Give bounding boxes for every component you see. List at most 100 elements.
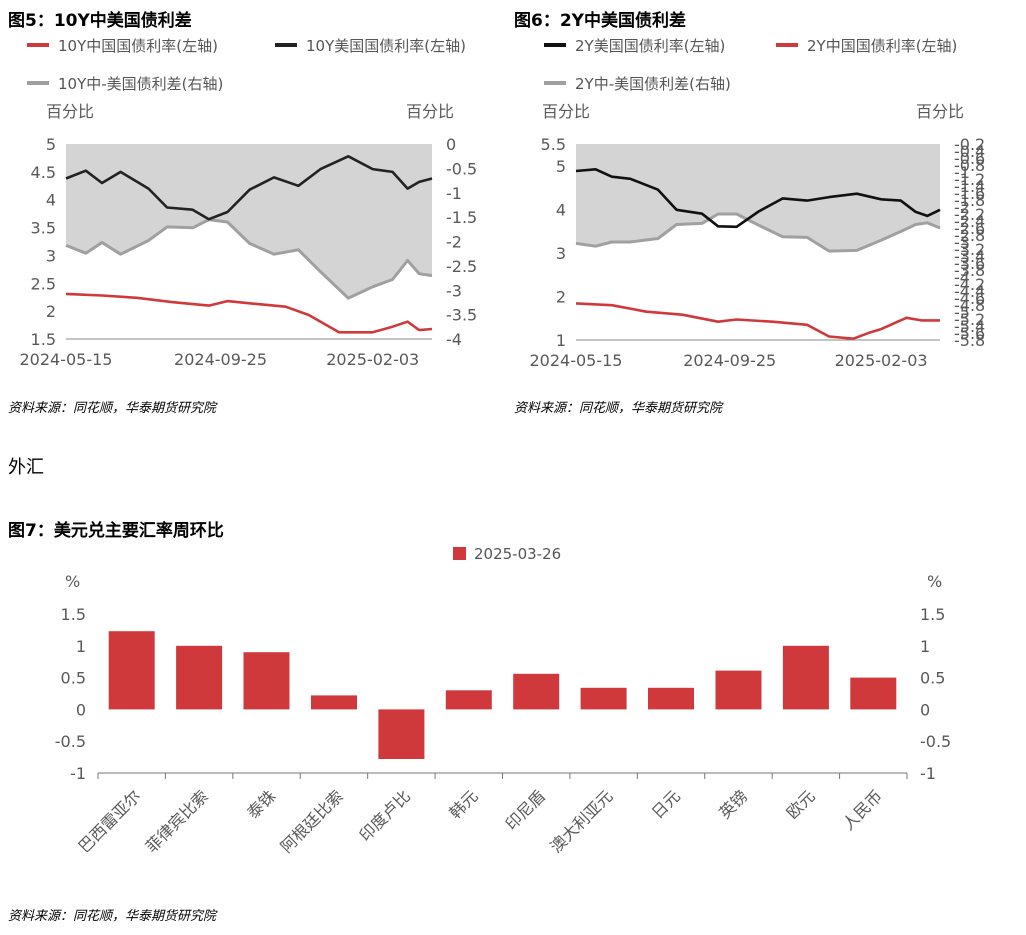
legend-label-us10y: 10Y美国国债利率(左轴) bbox=[306, 37, 466, 55]
c7-left-tick: 1 bbox=[76, 637, 86, 656]
c5-right-tick: -0.5 bbox=[446, 159, 477, 178]
c6-left-tick: 2 bbox=[556, 287, 566, 306]
c6-right-tick: -4.4 bbox=[954, 282, 985, 301]
legend-swatch-spread2y bbox=[544, 81, 566, 85]
c7-right-tick: 1 bbox=[920, 637, 930, 656]
legend-swatch-cn10y bbox=[27, 43, 49, 47]
chart7-category-ticks bbox=[97, 773, 908, 779]
category-label: 巴西雷亚尔 bbox=[75, 786, 145, 856]
c6-right-tick: -3 bbox=[954, 233, 970, 252]
c7-right-tick: -0.5 bbox=[920, 732, 951, 751]
c6-right-tick: -0.2 bbox=[954, 135, 985, 154]
bar-11 bbox=[850, 677, 897, 710]
chart5-title: 图5：10Y中美国债利差 bbox=[8, 10, 192, 31]
c7-right-tick: 1.5 bbox=[920, 605, 945, 624]
c6-right-tick: -1.8 bbox=[954, 191, 985, 210]
c5-right-tick: -1 bbox=[446, 184, 462, 203]
chart6-spread-area bbox=[575, 144, 941, 253]
bar-4 bbox=[378, 709, 425, 759]
chart7-title: 图7：美元兑主要汇率周环比 bbox=[8, 520, 224, 541]
c6-right-tick: -4.2 bbox=[954, 275, 985, 294]
c6-right-tick: -5 bbox=[954, 303, 970, 322]
c6-left-tick: 1 bbox=[556, 331, 566, 350]
chart5: 图5：10Y中美国债利差 10Y中国国债利率(左轴) 10Y美国国债利率(左轴)… bbox=[8, 10, 477, 416]
c5-left-tick: 3 bbox=[46, 246, 56, 265]
chart5-source: 资料来源：同花顺，华泰期货研究院 bbox=[8, 400, 218, 416]
c6-left-tick: 5 bbox=[556, 157, 566, 176]
c6-right-tick: -5.8 bbox=[954, 331, 985, 350]
bar-2 bbox=[243, 652, 290, 710]
legend-label-cn10y: 10Y中国国债利率(左轴) bbox=[58, 37, 218, 55]
bar-5 bbox=[445, 690, 492, 710]
c5-left-tick: 2.5 bbox=[31, 274, 56, 293]
c5-x-tick: 2025-02-03 bbox=[326, 350, 419, 369]
c6-right-tick: -5.6 bbox=[954, 324, 985, 343]
chart7-bars bbox=[108, 631, 897, 759]
category-label: 泰铢 bbox=[243, 786, 279, 822]
c5-series-line-2 bbox=[65, 218, 433, 300]
chart6-left-unit: 百分比 bbox=[542, 102, 590, 121]
c6-series-line-1 bbox=[575, 302, 940, 341]
c5-left-tick: 5 bbox=[46, 135, 56, 154]
c5-right-tick: -4 bbox=[446, 330, 462, 349]
c5-right-tick: 0 bbox=[446, 135, 456, 154]
c6-right-tick: -5.4 bbox=[954, 317, 985, 336]
c7-right-tick: -1 bbox=[920, 764, 936, 783]
c5-right-tick: -3.5 bbox=[446, 306, 477, 325]
c5-right-tick: -1.5 bbox=[446, 208, 477, 227]
c6-right-tick: -2 bbox=[954, 198, 970, 217]
chart7-left-unit: % bbox=[65, 572, 80, 591]
category-label: 人民币 bbox=[839, 786, 886, 833]
chart6-legend: 2Y美国国债利率(左轴) 2Y中国国债利率(左轴) 2Y中-美国债利差(右轴) bbox=[544, 37, 957, 93]
c6-x-tick: 2024-09-25 bbox=[683, 351, 776, 370]
c6-left-tick: 4 bbox=[556, 200, 566, 219]
category-label: 日元 bbox=[648, 786, 684, 822]
c5-left-tick: 2 bbox=[46, 302, 56, 321]
c6-left-tick: 3 bbox=[556, 244, 566, 263]
category-label: 印尼盾 bbox=[502, 786, 549, 833]
c6-right-tick: -3.4 bbox=[954, 247, 985, 266]
c6-right-tick: -3.2 bbox=[954, 240, 985, 259]
c6-right-tick: -2.6 bbox=[954, 219, 985, 238]
c6-right-tick: -4.8 bbox=[954, 296, 985, 315]
bar-8 bbox=[648, 687, 694, 710]
category-label: 欧元 bbox=[783, 786, 819, 822]
c7-left-tick: 0 bbox=[76, 700, 86, 719]
c6-right-tick: -0.8 bbox=[954, 156, 985, 175]
category-label: 菲律宾比索 bbox=[142, 786, 212, 856]
bar-9 bbox=[715, 670, 762, 710]
c5-right-tick: -2 bbox=[446, 233, 462, 252]
c6-x-tick: 2025-02-03 bbox=[835, 351, 928, 370]
category-label: 澳大利亚元 bbox=[546, 786, 616, 856]
c5-left-tick: 4 bbox=[46, 191, 56, 210]
chart7-source: 资料来源：同花顺，华泰期货研究院 bbox=[8, 908, 218, 924]
c5-series-line-1 bbox=[65, 155, 433, 221]
c7-left-tick: -0.5 bbox=[55, 732, 86, 751]
c6-series-line-2 bbox=[575, 212, 941, 253]
chart6-series-lines bbox=[575, 168, 941, 341]
bar-3 bbox=[311, 695, 357, 710]
category-label: 韩元 bbox=[446, 786, 482, 822]
chart5-spread-area bbox=[65, 144, 433, 300]
c6-series-line-0 bbox=[575, 168, 941, 229]
legend-label-cn2y: 2Y中国国债利率(左轴) bbox=[807, 37, 957, 55]
chart7-right-unit: % bbox=[927, 572, 942, 591]
c5-left-tick: 4.5 bbox=[31, 163, 56, 182]
chart6-source: 资料来源：同花顺，华泰期货研究院 bbox=[514, 400, 724, 416]
c7-right-tick: 0.5 bbox=[920, 669, 945, 688]
c6-right-tick: -3.8 bbox=[954, 261, 985, 280]
chart6-axis-ticks: 5.5 5 4 3 2 1 -0.2-0.4-0.6-0.8-1-1.2-1.4-1.6-1… bbox=[530, 135, 986, 370]
category-label: 印度卢比 bbox=[356, 786, 415, 845]
c5-x-tick: 2024-05-15 bbox=[20, 350, 113, 369]
chart5-right-unit: 百分比 bbox=[406, 102, 454, 121]
c6-right-tick: -2.4 bbox=[954, 212, 985, 231]
legend-label-us2y: 2Y美国国债利率(左轴) bbox=[575, 37, 725, 55]
c6-right-tick: -3.6 bbox=[954, 254, 985, 273]
chart6-title: 图6：2Y中美国债利差 bbox=[514, 10, 686, 31]
c6-right-tick: -1.4 bbox=[954, 177, 985, 196]
bar-1 bbox=[176, 645, 223, 710]
c6-right-tick: -1 bbox=[954, 163, 970, 182]
c5-right-tick: -3 bbox=[446, 281, 462, 300]
chart5-axis-ticks: 5 4.5 4 3.5 3 2.5 2 1.5 0 -0.5 -1 -1.5 -2 -2.5 -3 -3.5 -… bbox=[20, 135, 478, 369]
